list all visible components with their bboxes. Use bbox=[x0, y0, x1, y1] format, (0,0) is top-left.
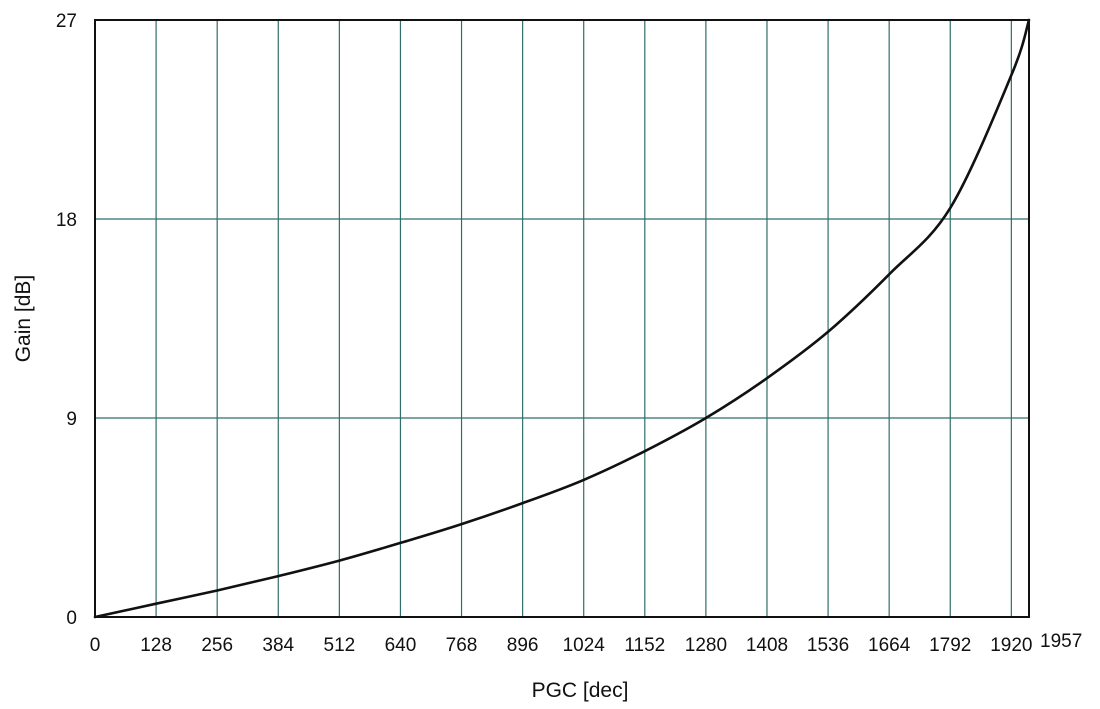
x-tick-label: 0 bbox=[90, 635, 101, 656]
y-tick-labels: 0 9 18 27 bbox=[56, 11, 77, 629]
x-tick-label: 640 bbox=[385, 635, 417, 656]
x-tick-label: 384 bbox=[262, 635, 294, 656]
x-tick-label: 512 bbox=[324, 635, 356, 656]
y-tick-label: 27 bbox=[56, 11, 77, 32]
plot-frame bbox=[94, 19, 1030, 618]
x-tick-label: 1664 bbox=[868, 635, 911, 656]
x-tick-label: 1024 bbox=[563, 635, 606, 656]
curve-layer bbox=[93, 18, 1031, 619]
x-tick-label: 768 bbox=[446, 635, 478, 656]
grid-lines bbox=[95, 20, 1029, 617]
x-tick-label: 1280 bbox=[685, 635, 727, 656]
x-tick-label: 1408 bbox=[746, 635, 788, 656]
y-tick-label: 18 bbox=[56, 210, 77, 231]
x-tick-label: 256 bbox=[201, 635, 233, 656]
x-tick-label: 896 bbox=[507, 635, 539, 656]
y-tick-label: 9 bbox=[66, 409, 77, 430]
x-tick-label: 1792 bbox=[929, 635, 971, 656]
x-tick-label: 1152 bbox=[624, 635, 665, 656]
gain-curve-line bbox=[93, 18, 1031, 619]
y-tick-label: 0 bbox=[66, 608, 77, 629]
x-axis-label: PGC [dec] bbox=[532, 679, 629, 702]
x-tick-label: 1536 bbox=[807, 635, 849, 656]
x-tick-label: 128 bbox=[140, 635, 172, 656]
x-axis-end-label: 1957 bbox=[1040, 631, 1082, 652]
x-tick-labels: 0 128 256 384 512 640 768 896 1024 1152 1280 1408 15… bbox=[90, 635, 1033, 656]
y-axis-label: Gain [dB] bbox=[12, 275, 35, 363]
x-tick-label: 1920 bbox=[990, 635, 1032, 656]
